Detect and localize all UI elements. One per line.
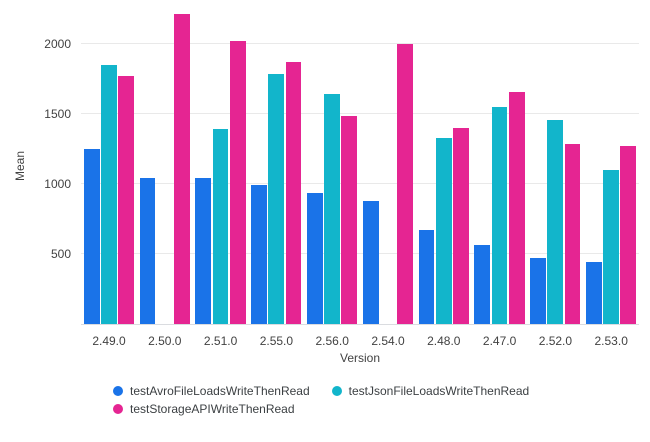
x-tick-label: 2.51.0 — [203, 334, 238, 348]
bar[interactable] — [341, 116, 358, 324]
legend-dot-icon — [113, 386, 123, 396]
y-tick-label: 1000 — [44, 177, 71, 191]
legend-item: testJsonFileLoadsWriteThenRead — [331, 383, 530, 399]
bar[interactable] — [362, 200, 379, 324]
bar[interactable] — [229, 40, 246, 324]
bar[interactable] — [508, 91, 525, 324]
bar[interactable] — [586, 261, 602, 324]
x-tick-label: 2.56.0 — [315, 334, 349, 348]
legend-label: testStorageAPIWriteThenRead — [130, 402, 295, 416]
bar[interactable] — [418, 230, 435, 324]
legend-item: testStorageAPIWriteThenRead — [113, 401, 295, 417]
bar[interactable] — [118, 76, 134, 324]
bar[interactable] — [307, 193, 323, 324]
bar[interactable] — [174, 13, 190, 324]
bar[interactable] — [453, 128, 469, 324]
legend: testAvroFileLoadsWriteThenRead testJsonFi… — [113, 383, 593, 417]
bar[interactable] — [547, 119, 564, 324]
gridline — [81, 113, 639, 114]
bar[interactable] — [195, 178, 212, 324]
bar[interactable] — [251, 184, 267, 324]
x-tick-label: 2.47.0 — [482, 334, 517, 348]
bar[interactable] — [101, 65, 117, 324]
bar[interactable] — [620, 145, 637, 324]
x-tick-label: 2.48.0 — [427, 334, 461, 348]
gridline — [81, 253, 639, 254]
x-tick-label: 2.52.0 — [538, 334, 573, 348]
bar[interactable] — [139, 177, 156, 324]
y-tick-label: 2000 — [44, 37, 71, 51]
y-tick-label: 500 — [50, 247, 71, 261]
gridline — [81, 43, 639, 44]
bar[interactable] — [285, 62, 302, 324]
x-tick-label: 2.54.0 — [371, 334, 405, 348]
legend-item: testAvroFileLoadsWriteThenRead — [113, 383, 310, 399]
legend-dot-icon — [113, 404, 123, 414]
bar[interactable] — [474, 244, 491, 324]
legend-dot-icon — [331, 386, 342, 396]
bar[interactable] — [83, 149, 100, 324]
bar[interactable] — [397, 44, 413, 324]
bar[interactable] — [435, 137, 452, 324]
x-tick-label: 2.55.0 — [259, 334, 294, 348]
bar[interactable] — [603, 170, 619, 324]
x-axis-title: Version — [339, 351, 381, 365]
bar[interactable] — [324, 93, 340, 324]
bar[interactable] — [491, 107, 508, 324]
bar[interactable] — [530, 258, 546, 324]
gridline — [81, 183, 639, 184]
x-tick-label: 2.53.0 — [594, 334, 628, 348]
bar[interactable] — [268, 74, 285, 324]
y-tick-label: 1500 — [44, 107, 71, 121]
x-tick-label: 2.50.0 — [148, 334, 182, 348]
legend-label: testAvroFileLoadsWriteThenRead — [130, 384, 310, 398]
legend-label: testJsonFileLoadsWriteThenRead — [348, 384, 530, 398]
x-tick-label: 2.49.0 — [92, 334, 126, 348]
bar[interactable] — [564, 144, 581, 324]
bar[interactable] — [212, 128, 229, 324]
plot-area — [81, 9, 639, 325]
